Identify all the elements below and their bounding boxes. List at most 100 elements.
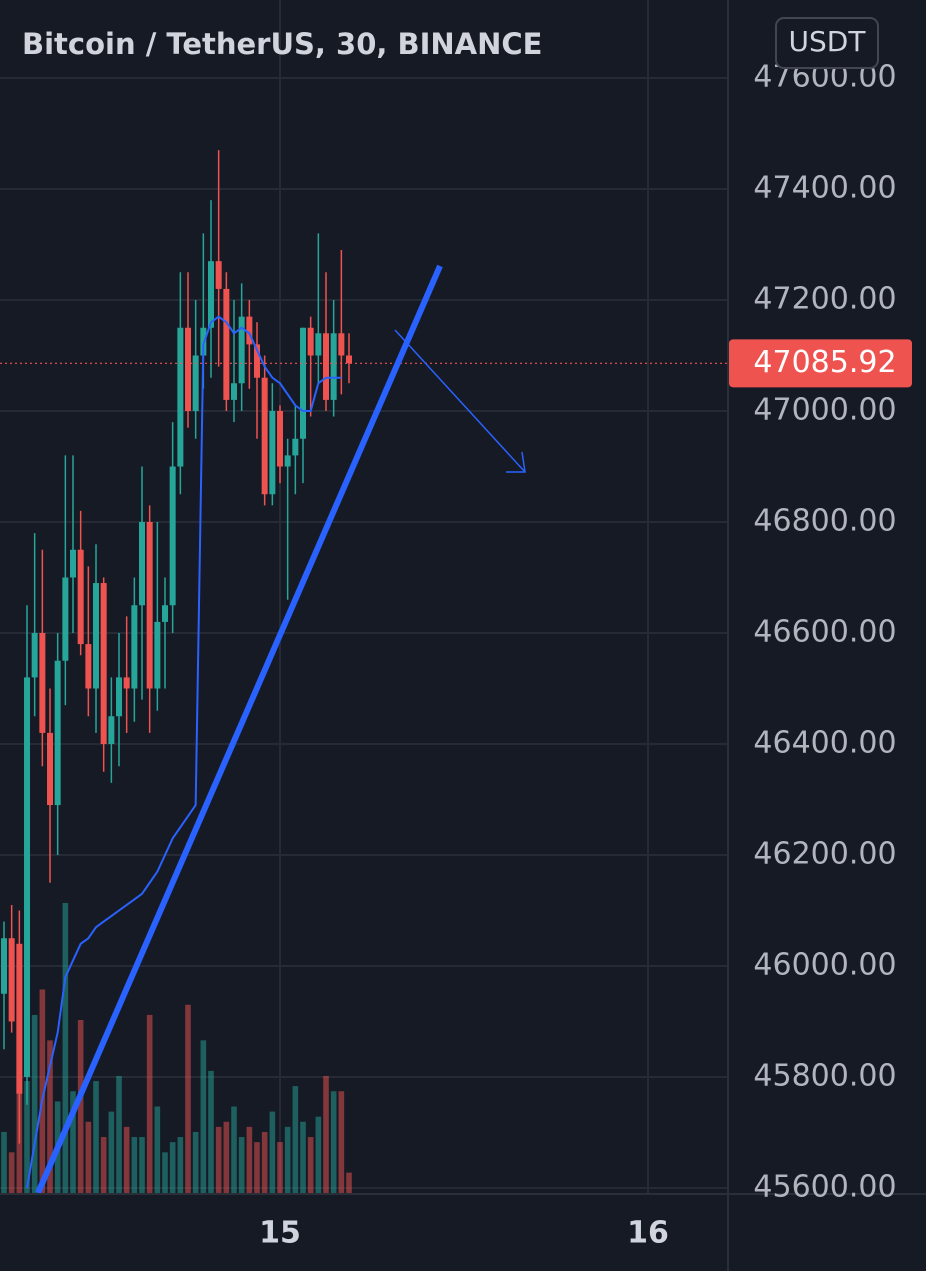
candle-body: [223, 288, 230, 400]
currency-button[interactable]: [775, 17, 879, 69]
volume-bar: [77, 1020, 84, 1193]
candle-body: [208, 261, 215, 328]
candle-body: [192, 355, 199, 411]
candle-body: [330, 333, 337, 400]
y-tick-label: 46400.00: [753, 726, 896, 761]
volume-bar: [139, 1137, 145, 1193]
chart-title: Bitcoin / TetherUS, 30, BINANCE: [22, 27, 542, 61]
volume-bar: [346, 1172, 352, 1193]
volume-bar: [261, 1131, 268, 1193]
volume-bar: [200, 1040, 207, 1193]
y-tick-label: 47000.00: [753, 393, 896, 428]
volume-bar: [93, 1081, 99, 1193]
candle-body: [85, 644, 92, 689]
volume-bar: [330, 1091, 337, 1193]
volume-bar: [169, 1142, 176, 1193]
volume-bar: [123, 1126, 130, 1193]
candle-body: [108, 716, 115, 744]
candle-body: [177, 327, 184, 467]
candle-body: [139, 522, 146, 606]
candle-body: [323, 333, 330, 400]
volume-bar: [162, 1152, 168, 1193]
candle-body: [146, 522, 153, 689]
candle-body: [284, 455, 291, 467]
candle-body: [8, 938, 15, 1022]
volume-bar: [131, 1137, 138, 1193]
candle-body: [100, 583, 107, 744]
candle-body: [261, 377, 268, 495]
volume-bar: [315, 1116, 322, 1193]
y-tick-label: 46800.00: [753, 504, 896, 539]
candle-body: [346, 355, 353, 364]
volume-bar: [70, 1091, 76, 1193]
candle-body: [1, 938, 8, 994]
volume-bar: [192, 1131, 199, 1193]
candle-body: [31, 633, 38, 678]
volume-bar: [24, 1081, 30, 1193]
y-tick-label: 46200.00: [753, 837, 896, 872]
volume-bar: [215, 1126, 222, 1193]
arrow-drawing: [394, 329, 526, 473]
y-tick-label: 46000.00: [753, 948, 896, 983]
candle-body: [185, 327, 192, 411]
volume-bar: [223, 1121, 230, 1193]
volume-bar: [8, 1152, 15, 1193]
volume-bar: [185, 1004, 191, 1193]
candle-body: [154, 621, 161, 689]
candle-body: [131, 605, 138, 689]
currency-button-label[interactable]: USDT: [789, 25, 867, 58]
volume-bar: [300, 1121, 306, 1193]
volume-bar: [238, 1137, 245, 1193]
x-tick-label: 16: [627, 1216, 669, 1251]
volume-bar: [208, 1070, 214, 1193]
candle-body: [231, 383, 238, 400]
last-price-label: 47085.92: [753, 345, 896, 380]
y-tick-label: 46600.00: [753, 615, 896, 650]
volume-bar: [31, 1014, 38, 1193]
candle-body: [300, 327, 307, 439]
volume-bar: [39, 989, 46, 1193]
candle-body: [277, 411, 284, 467]
volume-bar: [277, 1142, 283, 1193]
volume-bar: [85, 1121, 92, 1193]
plot: [0, 150, 728, 1189]
candle-body: [269, 411, 276, 495]
candle-body: [315, 333, 322, 356]
volume-bar: [307, 1137, 314, 1193]
y-tick-label: 47200.00: [753, 282, 896, 317]
candle-body: [39, 633, 46, 733]
volume-bar: [146, 1014, 153, 1193]
candle-body: [16, 943, 23, 1094]
volume-pane: [1, 903, 352, 1193]
grid: [0, 0, 728, 1193]
volume-bar: [62, 903, 69, 1193]
candle-body: [24, 677, 31, 1077]
candle-body: [254, 344, 261, 378]
candle-body: [215, 261, 222, 289]
volume-bar: [47, 1040, 53, 1193]
volume-bar: [254, 1142, 260, 1193]
last-price-tag: [729, 339, 912, 388]
volume-bar: [284, 1126, 291, 1193]
volume-bar: [231, 1106, 237, 1193]
candle-body: [116, 677, 123, 717]
candle-body: [93, 583, 100, 689]
volume-bar: [269, 1111, 276, 1193]
candle-body: [169, 466, 176, 606]
candle-body: [123, 677, 130, 689]
volume-bar: [116, 1075, 122, 1193]
volume-bar: [323, 1075, 329, 1193]
volume-bar: [338, 1091, 345, 1193]
candle-body: [238, 316, 245, 384]
volume-bar: [154, 1106, 161, 1193]
x-tick-label: 15: [259, 1216, 301, 1251]
candle-body: [77, 549, 84, 645]
candle-body: [62, 577, 69, 661]
candle-body: [292, 438, 299, 456]
price-axis-pane: [728, 0, 926, 1271]
volume-bar: [100, 1137, 107, 1193]
candle-body: [54, 660, 61, 806]
candle-body: [70, 549, 77, 578]
moving-average-line: [26, 315, 342, 1189]
